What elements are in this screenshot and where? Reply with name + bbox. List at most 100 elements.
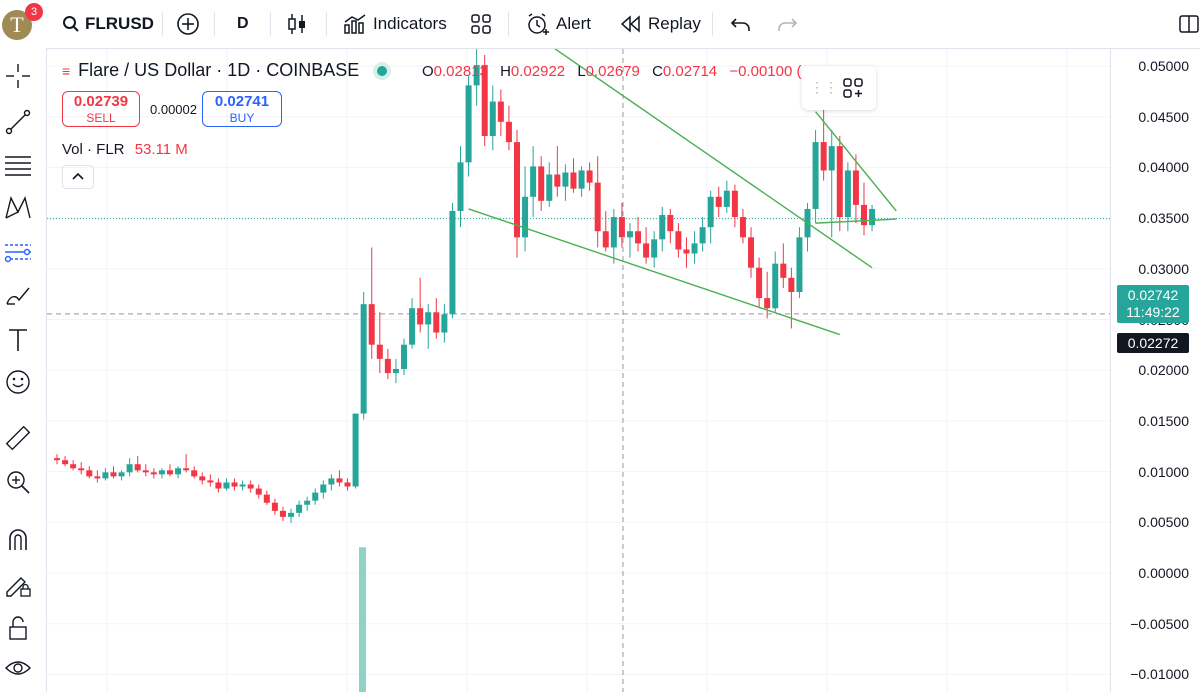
layout-icon (1179, 15, 1199, 33)
candle-body (586, 170, 593, 183)
indicators-label: Indicators (373, 14, 447, 33)
redo-button[interactable] (776, 0, 798, 48)
falling-wedge-upper (554, 49, 873, 269)
candle-body (570, 172, 577, 189)
drag-handle-icon[interactable]: ⋮⋮ (810, 79, 838, 95)
price-tick-label: 0.03500 (1138, 210, 1189, 227)
change-value: −0.00100 (−3. (729, 63, 823, 80)
candle-body (772, 263, 779, 309)
candle-body (110, 472, 117, 477)
candle-body (70, 464, 77, 469)
price-axis[interactable]: 0.050000.045000.040000.035000.030000.025… (1110, 49, 1200, 692)
candle-body (86, 470, 93, 477)
candle-body (215, 482, 222, 489)
candle-body (513, 142, 520, 238)
candle-body (610, 217, 617, 248)
candle-body (94, 476, 101, 479)
eye-icon (5, 661, 31, 675)
candle-body (368, 304, 375, 345)
zoom-tool[interactable] (0, 464, 36, 500)
candle-body (538, 166, 545, 201)
forecasting-tool[interactable] (0, 234, 36, 270)
candle-body (481, 65, 488, 137)
trendline-icon (5, 109, 31, 135)
price-tick-label: 0.05000 (1138, 58, 1189, 74)
volume-bar (359, 547, 366, 692)
candles-icon (288, 14, 305, 34)
measure-tool[interactable] (0, 420, 36, 456)
drawing-toolbar (0, 48, 47, 692)
pencil-lock-icon (6, 577, 31, 597)
candle-body (723, 190, 730, 207)
object-tree-icon[interactable] (842, 77, 864, 99)
candle-body (271, 502, 278, 511)
candle-body (231, 482, 238, 487)
falling-wedge-lower (468, 208, 841, 336)
symbol-title[interactable]: Flare / US Dollar · 1D · COINBASE (78, 60, 360, 80)
redo-icon (778, 18, 798, 31)
undo-button[interactable] (730, 0, 752, 48)
trendline-tool[interactable] (0, 104, 36, 140)
floating-toolbar: ⋮⋮ (802, 66, 876, 110)
alert-button[interactable]: Alert (526, 0, 591, 48)
candle-body (683, 249, 690, 254)
lock-drawings-tool[interactable] (0, 566, 36, 602)
emoji-tool[interactable] (0, 364, 36, 400)
brush-tool[interactable] (0, 278, 36, 314)
templates-button[interactable] (470, 0, 492, 48)
candle-body (457, 162, 464, 211)
candle-body (530, 166, 537, 197)
top-toolbar: T 3 FLRUSD D Indicators Alert Replay (0, 0, 1200, 49)
indicators-button[interactable]: Indicators (343, 0, 447, 48)
candle-body (247, 484, 254, 489)
lock-all-tool[interactable] (0, 610, 36, 646)
price-tick-label: 0.04500 (1138, 108, 1189, 125)
notification-badge[interactable]: 3 (25, 3, 43, 21)
high-value: 0.02922 (510, 63, 566, 80)
hide-drawings-tool[interactable] (0, 650, 36, 686)
candle-body (401, 344, 408, 369)
price-tick-label: 0.03000 (1138, 260, 1189, 277)
collapse-legend-button[interactable] (62, 165, 94, 189)
price-tick-label: 0.00500 (1138, 514, 1189, 531)
candle-body (715, 196, 722, 207)
alarm-clock-icon (528, 13, 549, 35)
magnet-icon (9, 529, 27, 550)
candle-body (465, 85, 472, 163)
pennant-lower (815, 218, 897, 224)
candle-body (392, 369, 399, 374)
buy-button[interactable]: 0.02741 BUY (202, 91, 282, 127)
candle-body (497, 101, 504, 122)
pattern-tool[interactable] (0, 190, 36, 226)
magnet-tool[interactable] (0, 522, 36, 558)
sell-button[interactable]: 0.02739 SELL (62, 91, 140, 127)
chart-canvas[interactable] (47, 49, 1110, 692)
candle-body (449, 210, 456, 315)
text-tool[interactable] (0, 322, 36, 358)
candle-body (239, 484, 246, 487)
candle-body (659, 215, 666, 240)
candle-body (820, 142, 827, 171)
candle-body (344, 482, 351, 487)
candle-body (288, 512, 295, 517)
candle-body (505, 121, 512, 143)
trendlines (468, 49, 897, 336)
candle-body (150, 472, 157, 475)
chart-type-button[interactable] (286, 0, 308, 48)
candle-body (796, 237, 803, 293)
indicators-icon (344, 14, 366, 34)
layout-button[interactable] (1178, 0, 1200, 48)
close-label: C (652, 63, 663, 80)
candle-body (191, 470, 198, 477)
compare-button[interactable] (176, 0, 200, 48)
crosshair-tool[interactable] (0, 58, 36, 94)
candle-body (384, 358, 391, 374)
fib-tool[interactable] (0, 148, 36, 184)
symbol-search[interactable]: FLRUSD (62, 0, 154, 48)
candle-body (578, 170, 585, 189)
candle-body (626, 231, 633, 238)
interval-button[interactable]: D (237, 15, 249, 32)
candle-body (312, 492, 319, 501)
replay-button[interactable]: Replay (620, 0, 701, 48)
chart-legend: ≡ Flare / US Dollar · 1D · COINBASE (62, 60, 388, 81)
